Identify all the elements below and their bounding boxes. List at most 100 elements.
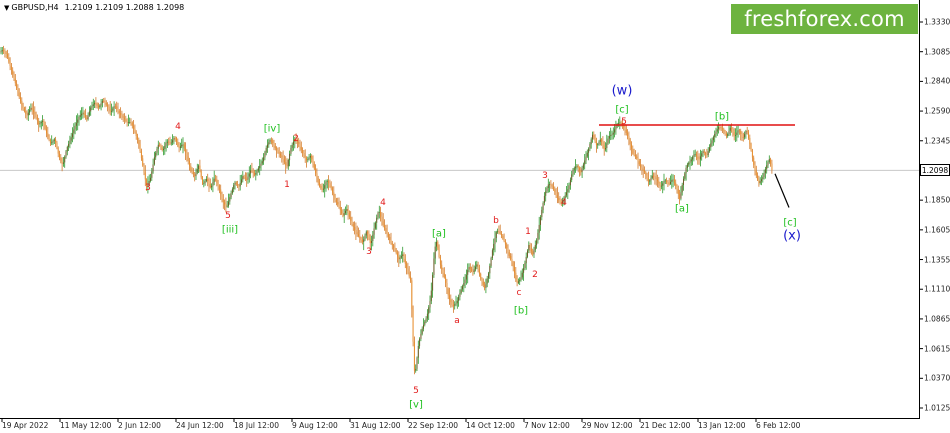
- wave-label-red-5-b: 5: [413, 385, 419, 396]
- candle-body: [490, 258, 492, 266]
- candle-body: [155, 152, 157, 158]
- candle-body: [241, 179, 242, 183]
- candle-body: [517, 281, 519, 283]
- candle-body: [358, 234, 359, 237]
- candle-body: [681, 185, 683, 193]
- candle-body: [260, 163, 262, 166]
- candle-body: [380, 212, 382, 217]
- candle-body: [351, 220, 353, 224]
- candle-body: [229, 197, 231, 202]
- candle-body: [703, 151, 705, 153]
- candle-body: [450, 299, 452, 303]
- candle-body: [164, 145, 166, 149]
- candle-body: [68, 143, 70, 147]
- candle-body: [599, 139, 601, 142]
- candle-body: [719, 127, 721, 128]
- candle-body: [641, 167, 643, 170]
- candle-body: [230, 193, 232, 198]
- candle-body: [667, 182, 669, 184]
- candle-body: [198, 165, 200, 170]
- candle-body: [697, 156, 699, 159]
- candle-body: [520, 277, 522, 280]
- candle-body: [203, 182, 205, 184]
- candle-body: [468, 266, 470, 271]
- wave-label-red-b: b: [493, 215, 499, 226]
- candle-body: [332, 188, 333, 193]
- candle-body: [352, 223, 354, 227]
- candle-body: [495, 232, 497, 239]
- candle-body: [657, 179, 658, 182]
- price-tick-label: 1.1605: [924, 225, 950, 235]
- candle-body: [636, 156, 638, 159]
- candle-body: [82, 112, 84, 114]
- price-tick-label: 1.0615: [924, 344, 950, 354]
- candle-body: [683, 178, 684, 185]
- candle-body: [235, 182, 237, 185]
- candle-body: [166, 141, 168, 143]
- candle-body: [48, 136, 50, 140]
- candle-body: [538, 224, 540, 233]
- candle-body: [163, 148, 164, 150]
- candle-body: [425, 318, 427, 322]
- candle-body: [148, 181, 150, 185]
- candle-body: [543, 195, 545, 203]
- candle-body: [515, 272, 517, 279]
- candle-body: [391, 242, 393, 246]
- candle-body: [614, 129, 616, 133]
- candle-body: [186, 152, 188, 157]
- candle-body: [720, 127, 722, 129]
- candle-body: [140, 151, 142, 159]
- candle-body: [692, 157, 694, 160]
- candle-body: [70, 137, 72, 141]
- wave-label-red-a: a: [454, 315, 460, 326]
- candle-body: [129, 122, 131, 123]
- candle-body: [261, 161, 263, 164]
- candle-body: [755, 171, 757, 176]
- candle-body: [300, 146, 302, 150]
- candle-body: [282, 157, 284, 159]
- candle-body: [138, 140, 140, 145]
- candle-body: [333, 192, 335, 197]
- candle-body: [35, 113, 37, 118]
- candle-body: [281, 155, 283, 157]
- candle-body: [94, 102, 96, 105]
- candle-body: [507, 248, 509, 253]
- wave-label-red-3-a: 3: [145, 183, 151, 194]
- candle-body: [56, 142, 58, 149]
- candle-body: [65, 151, 67, 157]
- candle-body: [584, 160, 586, 165]
- price-tick-label: 1.1850: [924, 195, 950, 205]
- candle-body: [77, 119, 79, 123]
- candle-body: [39, 123, 41, 125]
- candle-body: [472, 270, 474, 273]
- candle-body: [291, 144, 293, 148]
- candle-body: [172, 140, 174, 143]
- candle-body: [224, 202, 226, 205]
- candle-body: [133, 125, 135, 129]
- candle-body: [74, 125, 76, 130]
- candle-body: [49, 139, 51, 143]
- candle-body: [40, 122, 42, 124]
- candle-body: [442, 269, 444, 274]
- candle-body: [125, 119, 127, 121]
- candle-body: [64, 156, 66, 163]
- candle-body: [512, 262, 514, 267]
- candle-body: [706, 154, 708, 156]
- candle-body: [61, 160, 63, 164]
- candle-body: [607, 138, 609, 144]
- candle-body: [452, 305, 454, 306]
- candle-body: [321, 187, 323, 190]
- time-tick-label: 22 Sep 12:00: [408, 421, 459, 430]
- candle-body: [598, 141, 600, 145]
- candle-body: [195, 172, 197, 177]
- candle-body: [459, 293, 461, 297]
- candle-body: [342, 213, 344, 216]
- candle-body: [458, 296, 460, 301]
- candle-body: [85, 115, 86, 118]
- candle-body: [337, 202, 339, 205]
- candle-body: [343, 213, 345, 216]
- current-price-badge: 1.2098: [920, 164, 950, 177]
- candle-body: [532, 251, 534, 255]
- dropdown-triangle-icon[interactable]: ▼: [4, 4, 10, 12]
